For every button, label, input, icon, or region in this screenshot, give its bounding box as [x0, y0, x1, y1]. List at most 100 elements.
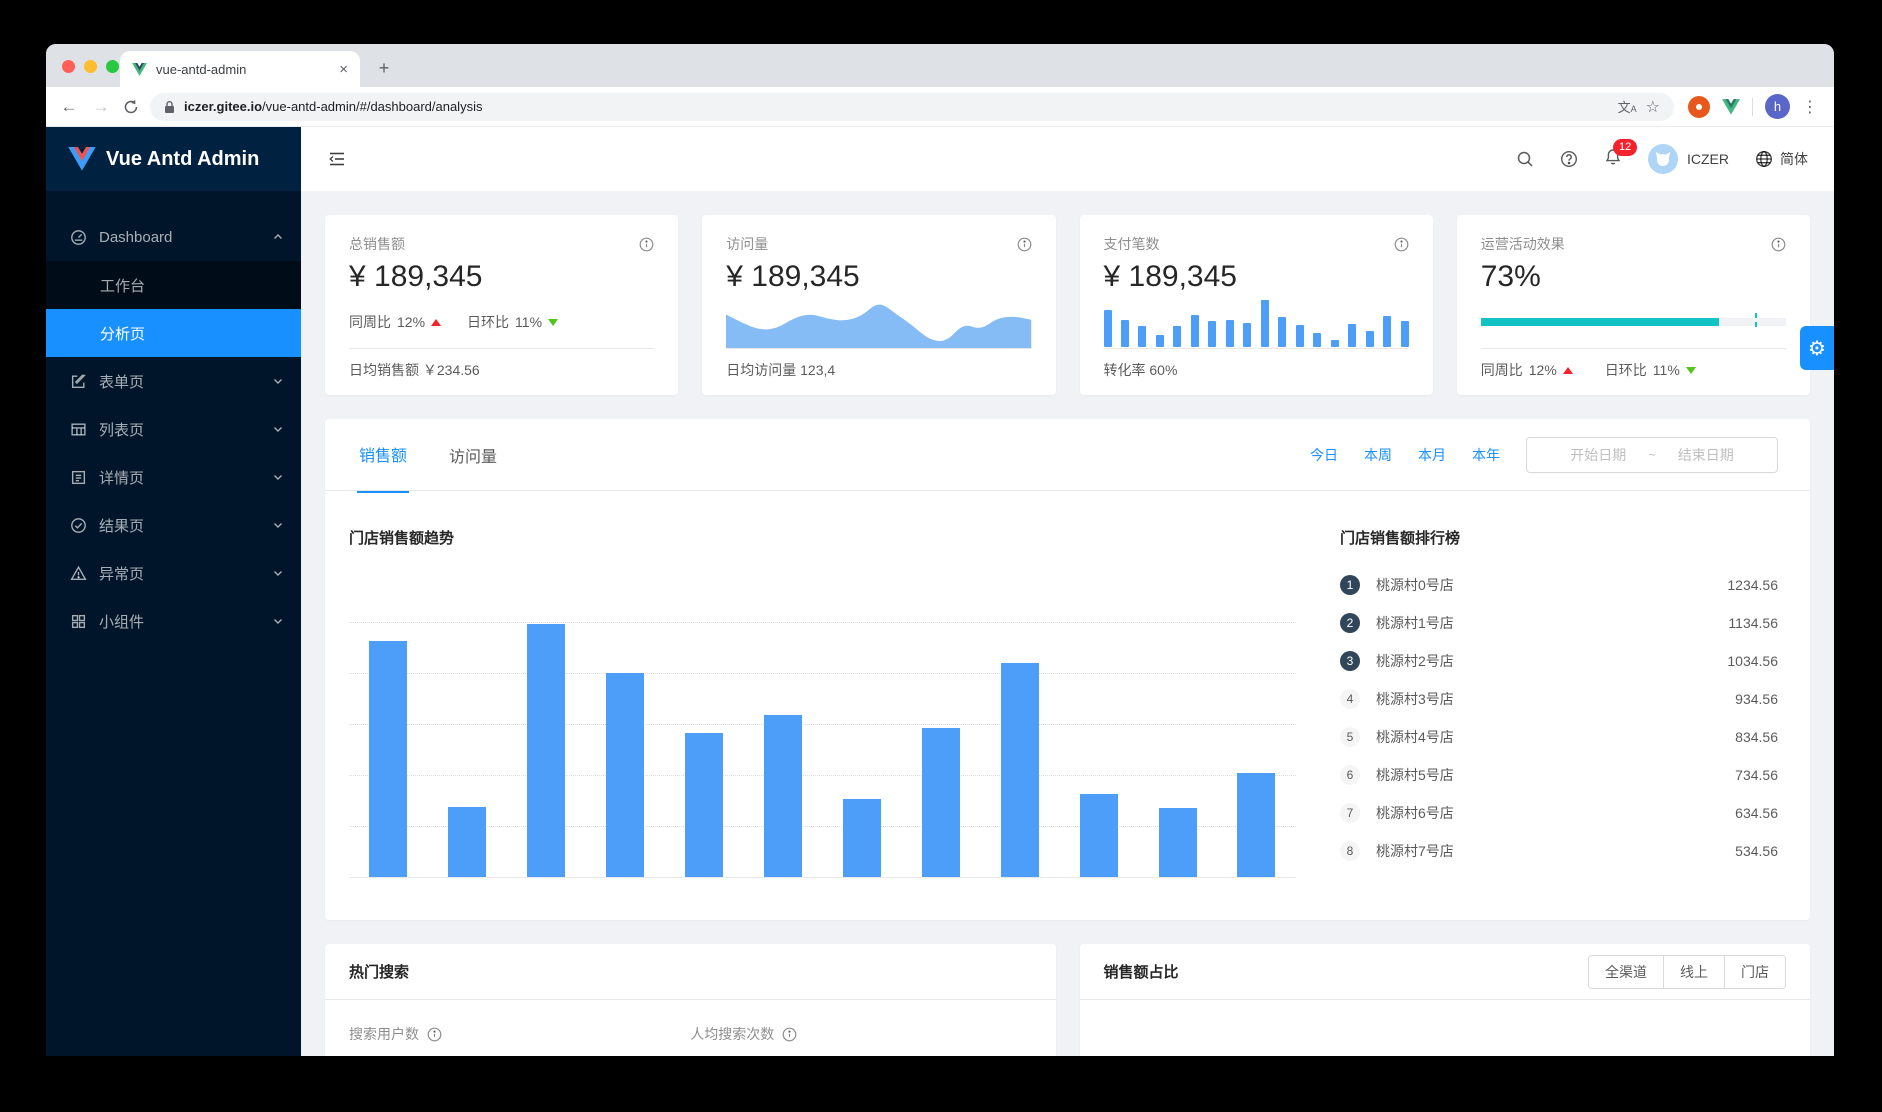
chrome-profile-avatar[interactable]: h — [1765, 94, 1790, 119]
stat-footer: 转化率 60% — [1103, 362, 1178, 378]
rank-badge: 3 — [1340, 651, 1360, 671]
user-avatar — [1648, 144, 1678, 174]
rank-store-name: 桃源村0号店 — [1376, 577, 1454, 593]
search-icon[interactable] — [1516, 150, 1534, 168]
info-icon[interactable] — [1771, 237, 1786, 252]
info-icon[interactable] — [782, 1027, 797, 1042]
maximize-window-button[interactable] — [106, 60, 119, 73]
info-icon[interactable] — [1017, 237, 1032, 252]
extension-icon-orange[interactable] — [1688, 95, 1710, 118]
trend-label: 日环比 — [1604, 362, 1647, 378]
stat-card-operations: 运营活动效果 73% — [1456, 215, 1810, 395]
rank-store-name: 桃源村7号店 — [1376, 843, 1454, 859]
ranking-row: 3 桃源村2号店 1034.56 — [1340, 642, 1778, 680]
sidebar-item-form[interactable]: 表单页 — [46, 357, 301, 405]
vue-devtools-extension-icon[interactable] — [1722, 98, 1740, 115]
trend-wow: 同周比 12% — [349, 312, 442, 332]
trend-dod: 日环比 11% — [467, 312, 559, 332]
profile-icon — [71, 470, 86, 484]
range-year[interactable]: 本年 — [1472, 446, 1500, 463]
caret-up-icon — [431, 318, 442, 326]
metric-value: 2.7 — [690, 1052, 726, 1056]
start-date-input[interactable] — [1558, 446, 1639, 463]
trend-wow: 同周比 12% — [1481, 360, 1573, 380]
range-week[interactable]: 本周 — [1364, 446, 1392, 463]
check-circle-icon — [71, 517, 86, 533]
gridline — [349, 724, 1296, 725]
sidebar-item-widgets[interactable]: 小组件 — [46, 597, 301, 645]
range-today[interactable]: 今日 — [1310, 446, 1338, 463]
app-header: 12 ICZER 简体 — [301, 127, 1834, 191]
stat-title: 访问量 — [726, 236, 769, 252]
stat-card-payments: 支付笔数 ¥ 189,345 转化率 60% — [1079, 215, 1433, 395]
close-window-button[interactable] — [62, 60, 75, 73]
browser-tab[interactable]: vue-antd-admin × — [120, 51, 360, 87]
rank-value: 934.56 — [1735, 691, 1778, 707]
segment-all-channels[interactable]: 全渠道 — [1589, 955, 1663, 988]
info-icon[interactable] — [639, 237, 654, 252]
url-path: /vue-antd-admin/#/dashboard/analysis — [262, 99, 483, 114]
sales-ratio-card: 销售额占比 全渠道 线上 门店 事例五: 9% — [1079, 944, 1810, 1056]
bookmark-star-icon[interactable]: ☆ — [1645, 98, 1660, 116]
end-date-input[interactable] — [1665, 446, 1746, 463]
rank-store-name: 桃源村5号店 — [1376, 767, 1454, 783]
new-tab-button[interactable]: + — [378, 58, 390, 78]
sidebar-item-list[interactable]: 列表页 — [46, 405, 301, 453]
help-icon[interactable] — [1560, 150, 1578, 168]
info-icon[interactable] — [427, 1027, 442, 1042]
app-logo[interactable]: Vue Antd Admin — [46, 127, 301, 191]
payments-mini-bars — [1103, 297, 1409, 347]
chrome-menu-icon[interactable]: ⋮ — [1802, 98, 1818, 116]
sidebar-item-detail[interactable]: 详情页 — [46, 453, 301, 501]
sidebar-collapse-icon[interactable] — [327, 150, 347, 168]
theme-settings-button[interactable]: ⚙ — [1800, 326, 1834, 370]
trend-value: 11% — [515, 314, 543, 330]
sidebar-item-workbench[interactable]: 工作台 — [100, 277, 146, 295]
reload-icon[interactable] — [122, 98, 140, 116]
address-bar[interactable]: iczer.gitee.io/vue-antd-admin/#/dashboar… — [150, 92, 1674, 121]
info-icon[interactable] — [1394, 237, 1409, 252]
date-range-picker[interactable]: ~ — [1526, 436, 1778, 473]
mini-bar — [1278, 317, 1287, 347]
sidebar-item-label: 结果页 — [99, 517, 145, 535]
range-month[interactable]: 本月 — [1418, 446, 1446, 463]
stat-title: 运营活动效果 — [1480, 236, 1565, 252]
bar — [1237, 773, 1276, 878]
minimize-window-button[interactable] — [84, 60, 97, 73]
browser-window: vue-antd-admin × + ← → iczer.gitee.io/vu… — [46, 44, 1834, 1056]
stat-footer: 日均销售额 ￥234.56 — [349, 362, 480, 378]
channel-segmented-control: 全渠道 线上 门店 — [1588, 954, 1786, 989]
sidebar-item-analysis[interactable]: 分析页 — [46, 309, 301, 357]
ranking-row: 7 桃源村6号店 634.56 — [1340, 794, 1778, 832]
stat-footer: 日均访问量 123,4 — [726, 362, 836, 378]
appstore-icon — [71, 614, 86, 628]
mini-bar — [1365, 330, 1374, 347]
sidebar-item-dashboard[interactable]: Dashboard — [46, 213, 301, 261]
sidebar-item-exception[interactable]: 异常页 — [46, 549, 301, 597]
rank-value: 534.56 — [1735, 843, 1778, 859]
sidebar-item-label: 列表页 — [99, 421, 145, 439]
tab-visits[interactable]: 访问量 — [449, 448, 498, 466]
back-icon[interactable]: ← — [60, 96, 78, 116]
segment-stores[interactable]: 门店 — [1724, 955, 1785, 988]
forward-icon[interactable]: → — [92, 96, 110, 116]
gridline — [349, 622, 1296, 623]
language-switch[interactable]: 简体 — [1755, 149, 1808, 169]
stat-card-total-sales: 总销售额 ¥ 189,345 同周比 12% 日环比 — [325, 215, 679, 395]
user-menu[interactable]: ICZER — [1648, 144, 1729, 174]
rank-badge: 1 — [1340, 575, 1360, 595]
mini-bar — [1330, 340, 1339, 347]
segment-online[interactable]: 线上 — [1663, 955, 1724, 988]
translate-icon[interactable]: 文A — [1617, 100, 1637, 115]
tab-sales[interactable]: 销售额 — [357, 417, 410, 493]
mini-bar — [1383, 316, 1392, 347]
trend-value: 12% — [1528, 362, 1557, 378]
progress-track — [1480, 318, 1786, 326]
sidebar-item-result[interactable]: 结果页 — [46, 501, 301, 549]
sidebar-item-label: 详情页 — [99, 469, 145, 487]
stat-value: 73% — [1480, 260, 1541, 293]
chevron-down-icon — [274, 523, 282, 528]
rank-value: 734.56 — [1735, 767, 1778, 783]
metric-label: 搜索用户数 — [349, 1026, 419, 1042]
tab-close-icon[interactable]: × — [339, 60, 348, 78]
